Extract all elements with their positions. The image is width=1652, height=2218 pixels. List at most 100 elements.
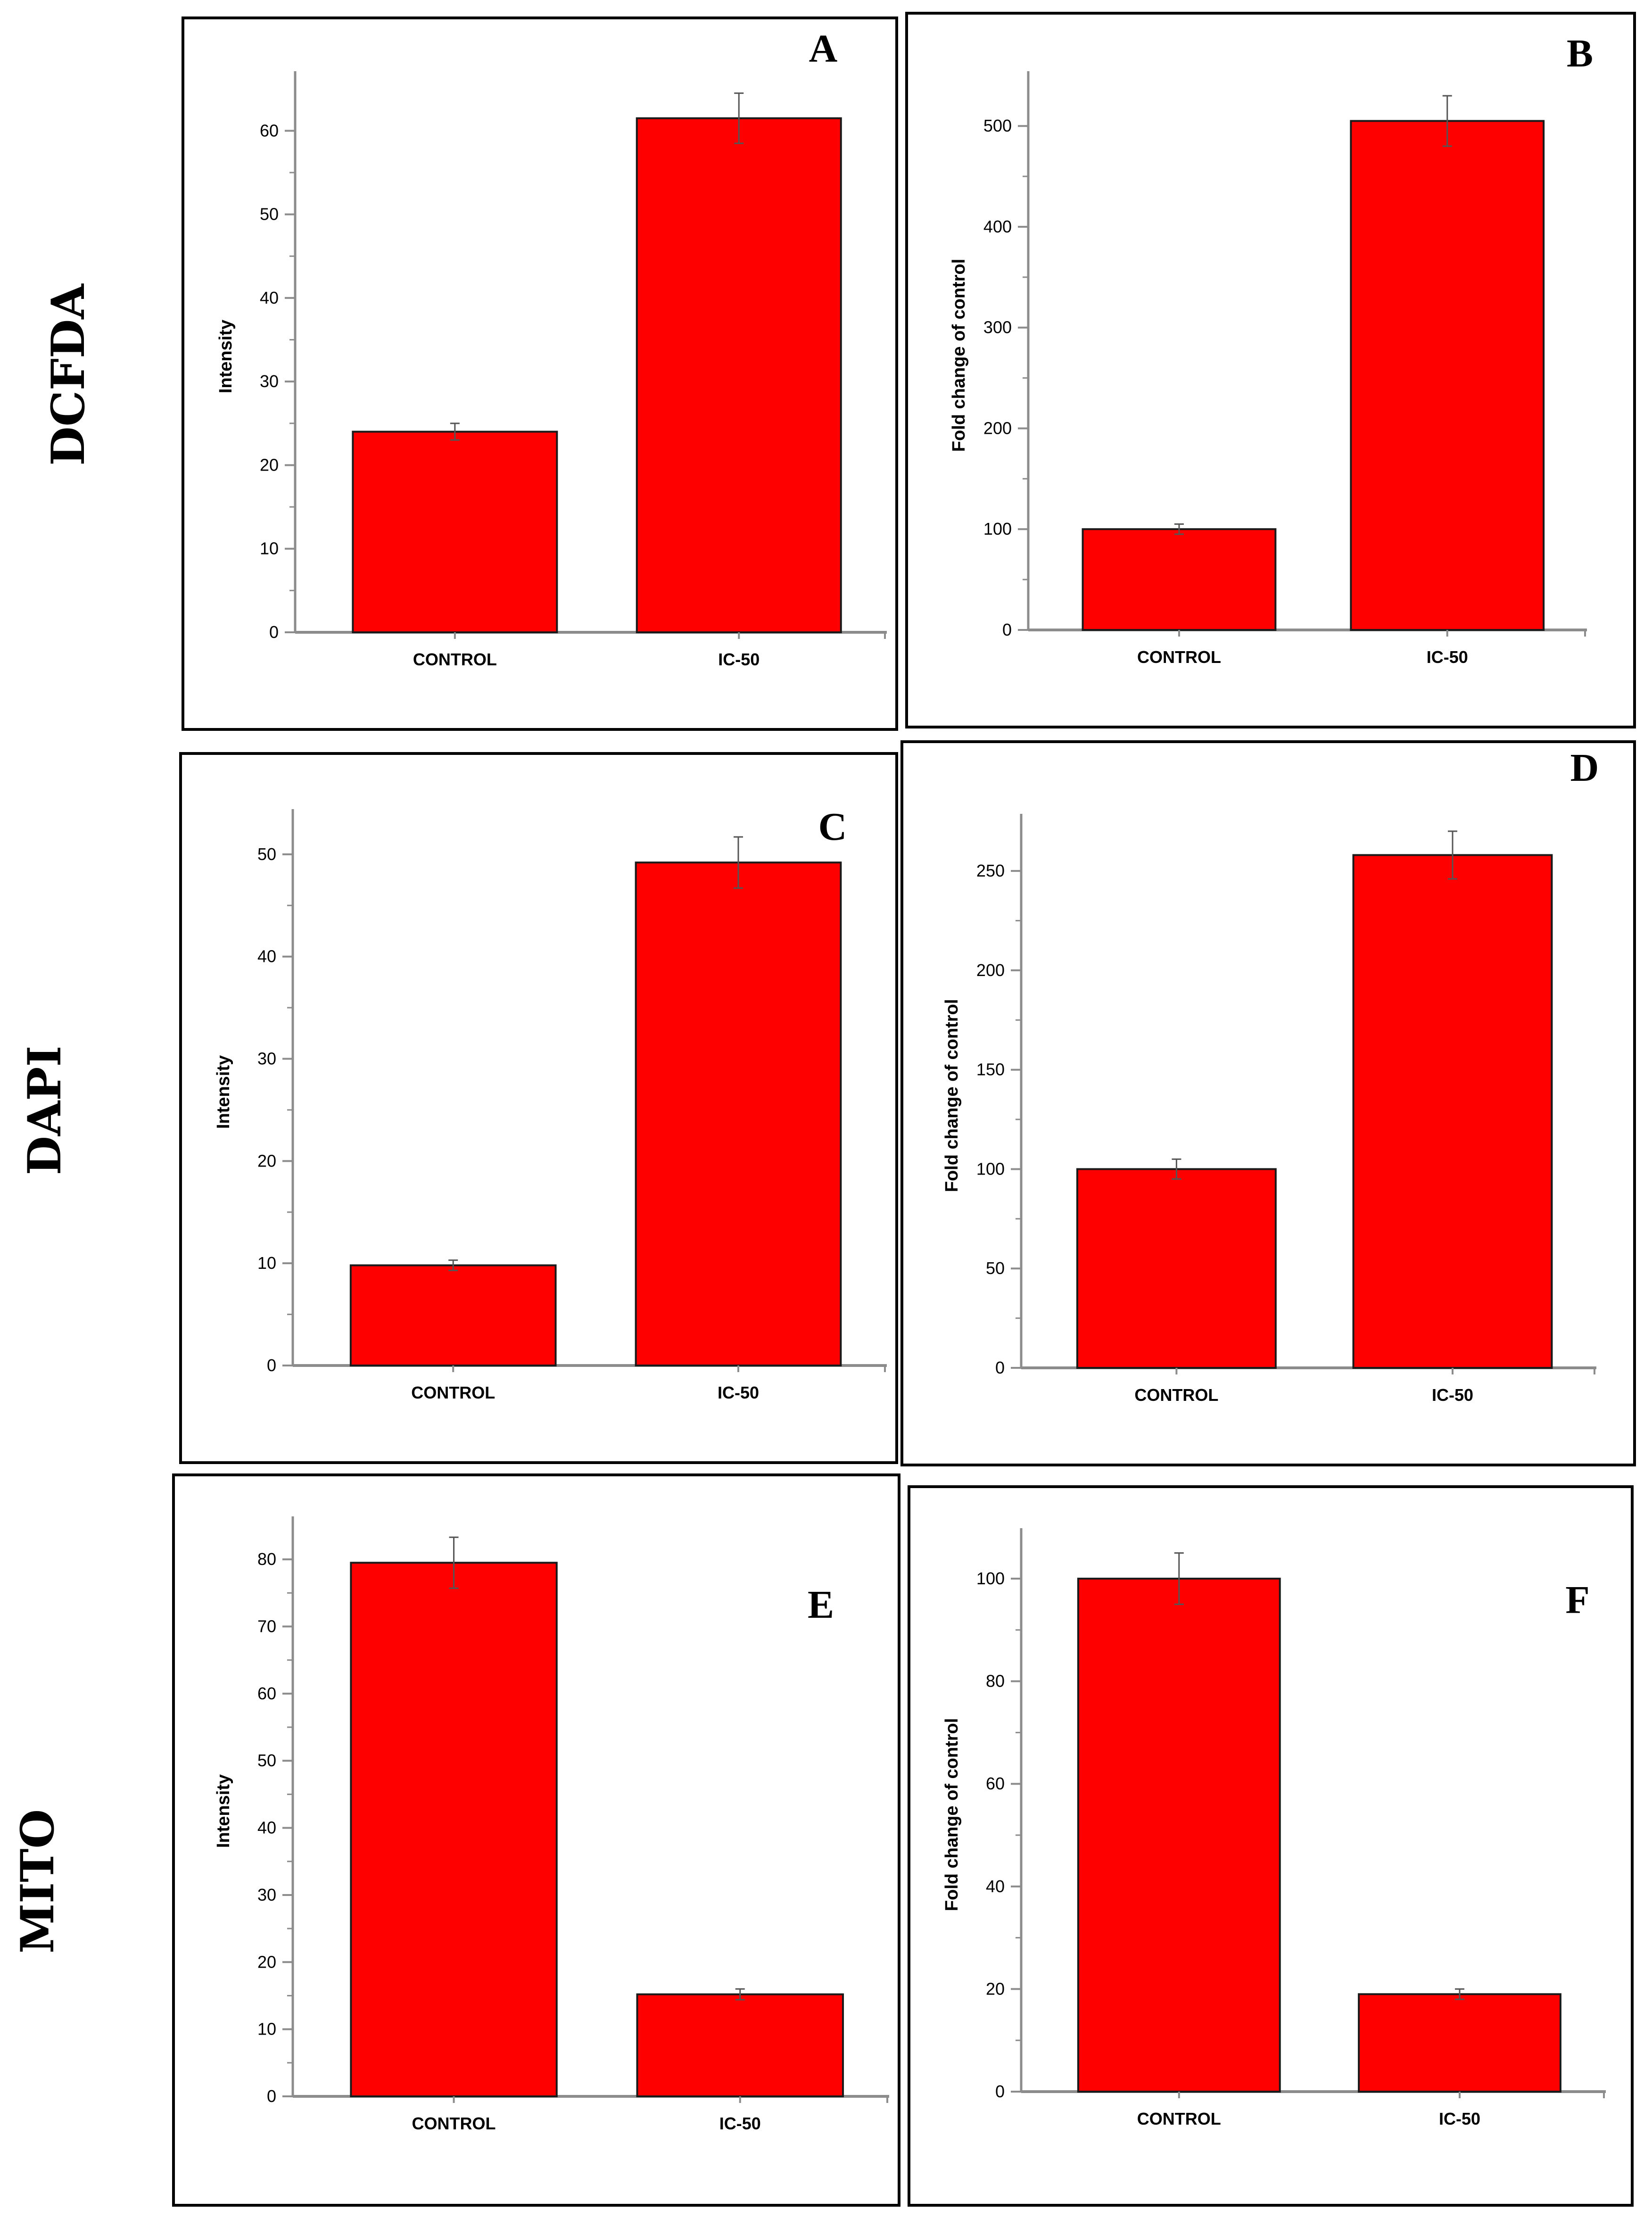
chart-b-error-bar (1174, 523, 1184, 535)
chart-a-error-bar (734, 92, 744, 144)
chart-a-bar (636, 117, 842, 634)
chart-d-ytick-label: 0 (995, 1358, 1005, 1377)
chart-e-error-bar (449, 1536, 459, 1589)
chart-a-ytick-label: 60 (260, 121, 279, 140)
row-label-dapi: DAPI (18, 1045, 71, 1175)
chart-a-bar (352, 430, 558, 634)
chart-a-category-label: IC-50 (718, 650, 760, 669)
chart-f-ytick-label: 0 (995, 2082, 1005, 2101)
chart-b-ytick-label: 400 (983, 217, 1012, 236)
chart-f-ytick-label: 80 (986, 1672, 1005, 1691)
chart-b-bar (1350, 120, 1545, 631)
chart-a-ytick-label: 40 (260, 288, 279, 307)
chart-b-error-bar (1442, 95, 1452, 147)
chart-e-ytick-label: 30 (257, 1885, 276, 1904)
chart-c-bar (349, 1264, 557, 1367)
chart-f-bar (1077, 1578, 1281, 2093)
chart-panel-b: 0 100 200 300 400 500 Fold change of control CO… (905, 12, 1636, 728)
chart-d-error-bar (1448, 830, 1457, 880)
chart-f-ytick-label: 60 (986, 1774, 1005, 1793)
chart-b-ytick-label: 100 (983, 519, 1012, 538)
chart-c-error-bar (448, 1259, 458, 1271)
chart-f-ylabel: Fold change of control (942, 1718, 962, 1912)
chart-e-svg: 0 10 20 30 40 50 60 70 80 Intensity CONTROL IC-50 E (214, 1516, 889, 2133)
chart-e-ytick-label: 20 (257, 1952, 276, 1971)
chart-d-category-label: IC-50 (1432, 1385, 1473, 1405)
chart-b-ylabel: Fold change of control (949, 259, 969, 452)
chart-f-svg: 0 20 40 60 80 100 Fold change of control CONTRO… (942, 1528, 1606, 2128)
chart-d-svg: 0 50 100 150 200 250 Fold change of control CON… (942, 746, 1599, 1405)
chart-b-svg: 0 100 200 300 400 500 Fold change of control CO… (949, 32, 1593, 667)
chart-d-ylabel: Fold change of control (942, 999, 962, 1192)
chart-d-ytick-label: 150 (976, 1060, 1005, 1079)
chart-e-ytick-label: 10 (257, 2019, 276, 2039)
chart-d-bar (1076, 1168, 1277, 1369)
chart-f-bar (1358, 1993, 1561, 2093)
row-label-mito: MITO (11, 1809, 64, 1954)
chart-a-error-bar (450, 422, 460, 441)
chart-a-ytick-label: 30 (260, 372, 279, 391)
chart-f-ytick-label: 20 (986, 1979, 1005, 1998)
chart-c-ytick-label: 50 (257, 844, 276, 864)
chart-e-ytick-label: 40 (257, 1818, 276, 1837)
chart-a-title: A (809, 27, 838, 71)
chart-f-ytick-label: 100 (976, 1569, 1005, 1588)
chart-d-ytick-label: 100 (976, 1159, 1005, 1178)
chart-e-category-label: CONTROL (412, 2114, 496, 2133)
chart-panel-e: 0 10 20 30 40 50 60 70 80 Intensity CONTROL IC-50 E (172, 1473, 900, 2207)
chart-a-svg: 0 10 20 30 40 50 60 Intensity CONTROL IC-50 A (216, 27, 887, 669)
chart-a-ylabel: Intensity (216, 320, 236, 393)
row-label-dcfda: DCFDA (41, 284, 95, 466)
chart-b-ytick-label: 0 (1002, 620, 1012, 639)
chart-c-bar (635, 861, 842, 1366)
chart-f-error-bar (1174, 1552, 1184, 1605)
chart-e-category-label: IC-50 (719, 2114, 761, 2133)
chart-c-title: C (818, 805, 847, 849)
chart-c-ytick-label: 30 (257, 1049, 276, 1068)
chart-c-category-label: IC-50 (718, 1383, 759, 1402)
chart-b-ytick-label: 500 (983, 116, 1012, 135)
chart-d-ytick-label: 200 (976, 960, 1005, 980)
chart-e-bar (636, 1993, 844, 2097)
chart-c-category-label: CONTROL (411, 1383, 495, 1402)
chart-d-ytick-label: 50 (986, 1258, 1005, 1278)
chart-d-ytick-label: 250 (976, 861, 1005, 880)
chart-c-ytick-label: 20 (257, 1151, 276, 1170)
chart-c-ytick-label: 10 (257, 1253, 276, 1273)
chart-d-title: D (1570, 746, 1599, 790)
chart-panel-d: 0 50 100 150 200 250 Fold change of control CON… (900, 740, 1636, 1466)
chart-c-ytick-label: 0 (267, 1356, 276, 1375)
chart-d-error-bar (1172, 1158, 1181, 1180)
chart-d-bar (1352, 854, 1553, 1369)
chart-f-category-label: IC-50 (1439, 2109, 1480, 2128)
chart-e-bar (350, 1562, 558, 2098)
chart-a-category-label: CONTROL (413, 650, 497, 669)
chart-b-ytick-label: 200 (983, 418, 1012, 438)
chart-b-ytick-label: 300 (983, 318, 1012, 337)
chart-c-error-bar (734, 836, 743, 889)
chart-panel-f: 0 20 40 60 80 100 Fold change of control CONTRO… (908, 1485, 1634, 2207)
chart-f-error-bar (1455, 1988, 1464, 2000)
chart-c-svg: 0 10 20 30 40 50 Intensity CONTROL IC-50 C (214, 805, 887, 1402)
chart-c-ytick-label: 40 (257, 947, 276, 966)
chart-e-ytick-label: 50 (257, 1751, 276, 1770)
chart-f-category-label: CONTROL (1137, 2109, 1221, 2128)
chart-a-ytick-label: 10 (260, 539, 279, 558)
chart-b-category-label: IC-50 (1427, 647, 1468, 667)
chart-d-category-label: CONTROL (1134, 1385, 1218, 1405)
chart-e-ytick-label: 70 (257, 1617, 276, 1636)
chart-a-ytick-label: 20 (260, 455, 279, 474)
chart-a-ytick-label: 0 (269, 622, 279, 642)
chart-e-title: E (808, 1583, 834, 1627)
chart-d-axes: 0 50 100 150 200 250 (976, 814, 1596, 1377)
chart-e-ytick-label: 80 (257, 1549, 276, 1569)
chart-e-ylabel: Intensity (214, 1774, 233, 1848)
chart-e-ytick-label: 60 (257, 1684, 276, 1703)
chart-b-category-label: CONTROL (1137, 647, 1221, 667)
chart-b-bar (1082, 528, 1277, 631)
chart-f-ytick-label: 40 (986, 1877, 1005, 1896)
chart-e-ytick-label: 0 (267, 2086, 276, 2106)
chart-c-ylabel: Intensity (214, 1055, 233, 1129)
chart-f-title: F (1565, 1578, 1589, 1622)
chart-a-ytick-label: 50 (260, 205, 279, 224)
